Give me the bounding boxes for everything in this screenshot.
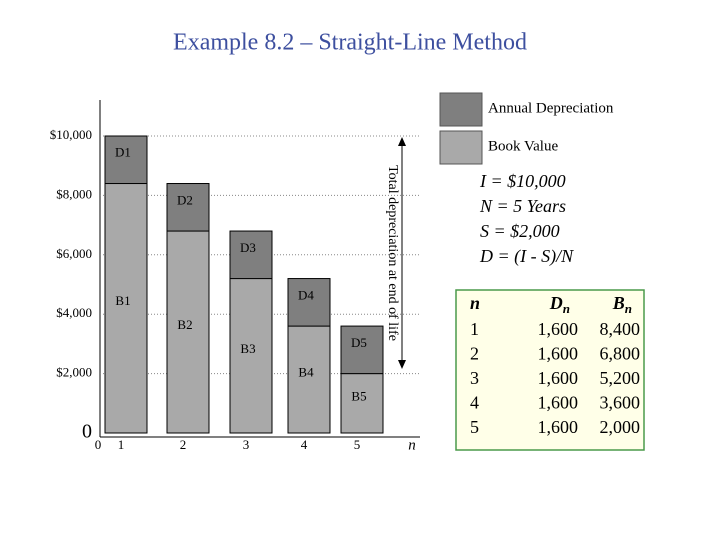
y-tick-label: $8,000 <box>56 186 92 201</box>
bar-segment <box>287 325 331 434</box>
legend-swatch <box>439 130 483 165</box>
table-cell: 3,600 <box>600 393 641 413</box>
header-base: B <box>612 293 625 313</box>
table-cell: 1,600 <box>538 319 579 339</box>
bar-segment <box>229 278 273 434</box>
table-cell: 8,400 <box>600 319 641 339</box>
segment-label: D2 <box>177 192 193 207</box>
segment-label: B5 <box>351 388 366 403</box>
segment-label: B2 <box>177 317 192 332</box>
bar-segment <box>104 135 148 185</box>
table-cell: 1,600 <box>538 344 579 364</box>
segment-label: D1 <box>115 145 131 160</box>
table-cell: 1,600 <box>538 368 579 388</box>
table-cell: 1,600 <box>538 417 579 437</box>
table-header: Bn <box>612 293 632 316</box>
table-cell: 4 <box>470 393 479 413</box>
segment-label: D5 <box>351 335 367 350</box>
segment-label: B1 <box>115 293 130 308</box>
y-tick-label: $4,000 <box>56 305 92 320</box>
table-cell: 1 <box>470 319 479 339</box>
legend-label: Annual Depreciation <box>488 100 614 116</box>
y-tick-label: $6,000 <box>56 246 92 261</box>
segment-label: D4 <box>298 287 314 302</box>
header-base: n <box>470 293 480 313</box>
legend-label: Book Value <box>488 138 558 154</box>
table-cell: 5 <box>470 417 479 437</box>
header-base: D <box>549 293 563 313</box>
formula: N = 5 Years <box>479 196 566 216</box>
y-tick-label: $10,000 <box>50 127 92 142</box>
y-tick-label: 0 <box>82 421 92 443</box>
legend-swatch <box>439 92 483 127</box>
x-tick-label: 4 <box>301 437 308 452</box>
bar-segment <box>166 230 210 434</box>
x-tick-label: 3 <box>243 437 250 452</box>
table-header: n <box>470 293 480 313</box>
table-cell: 1,600 <box>538 393 579 413</box>
table-cell: 2,000 <box>600 417 641 437</box>
segment-label: B3 <box>240 341 255 356</box>
segment-label: B4 <box>298 365 314 380</box>
x-tick-label: 5 <box>354 437 361 452</box>
table-cell: 3 <box>470 368 479 388</box>
formula: D = (I - S)/N <box>479 246 574 267</box>
bar-segment <box>166 183 210 232</box>
x-tick-label: 2 <box>180 437 187 452</box>
bar-segment <box>340 373 384 434</box>
slide-title: Example 8.2 – Straight-Line Method <box>173 30 527 56</box>
table-cell: 2 <box>470 344 479 364</box>
x-axis-label: n <box>408 437 416 453</box>
table-header: Dn <box>549 293 570 316</box>
x-origin-label: 0 <box>95 437 102 452</box>
segment-label: D3 <box>240 240 256 255</box>
bar-segment <box>229 230 273 280</box>
annotation: Total depreciation at end of life <box>385 165 400 341</box>
bar-segment <box>340 325 384 375</box>
bar-segment <box>104 183 148 434</box>
formula: I = $10,000 <box>479 171 566 191</box>
x-tick-label: 1 <box>118 437 125 452</box>
table-cell: 5,200 <box>600 368 641 388</box>
y-tick-label: $2,000 <box>56 365 92 380</box>
table-box <box>455 289 645 451</box>
bar-segment <box>287 278 331 327</box>
table-cell: 6,800 <box>600 344 641 364</box>
formula: S = $2,000 <box>480 221 560 241</box>
header-sub: n <box>625 301 632 316</box>
header-sub: n <box>563 301 570 316</box>
